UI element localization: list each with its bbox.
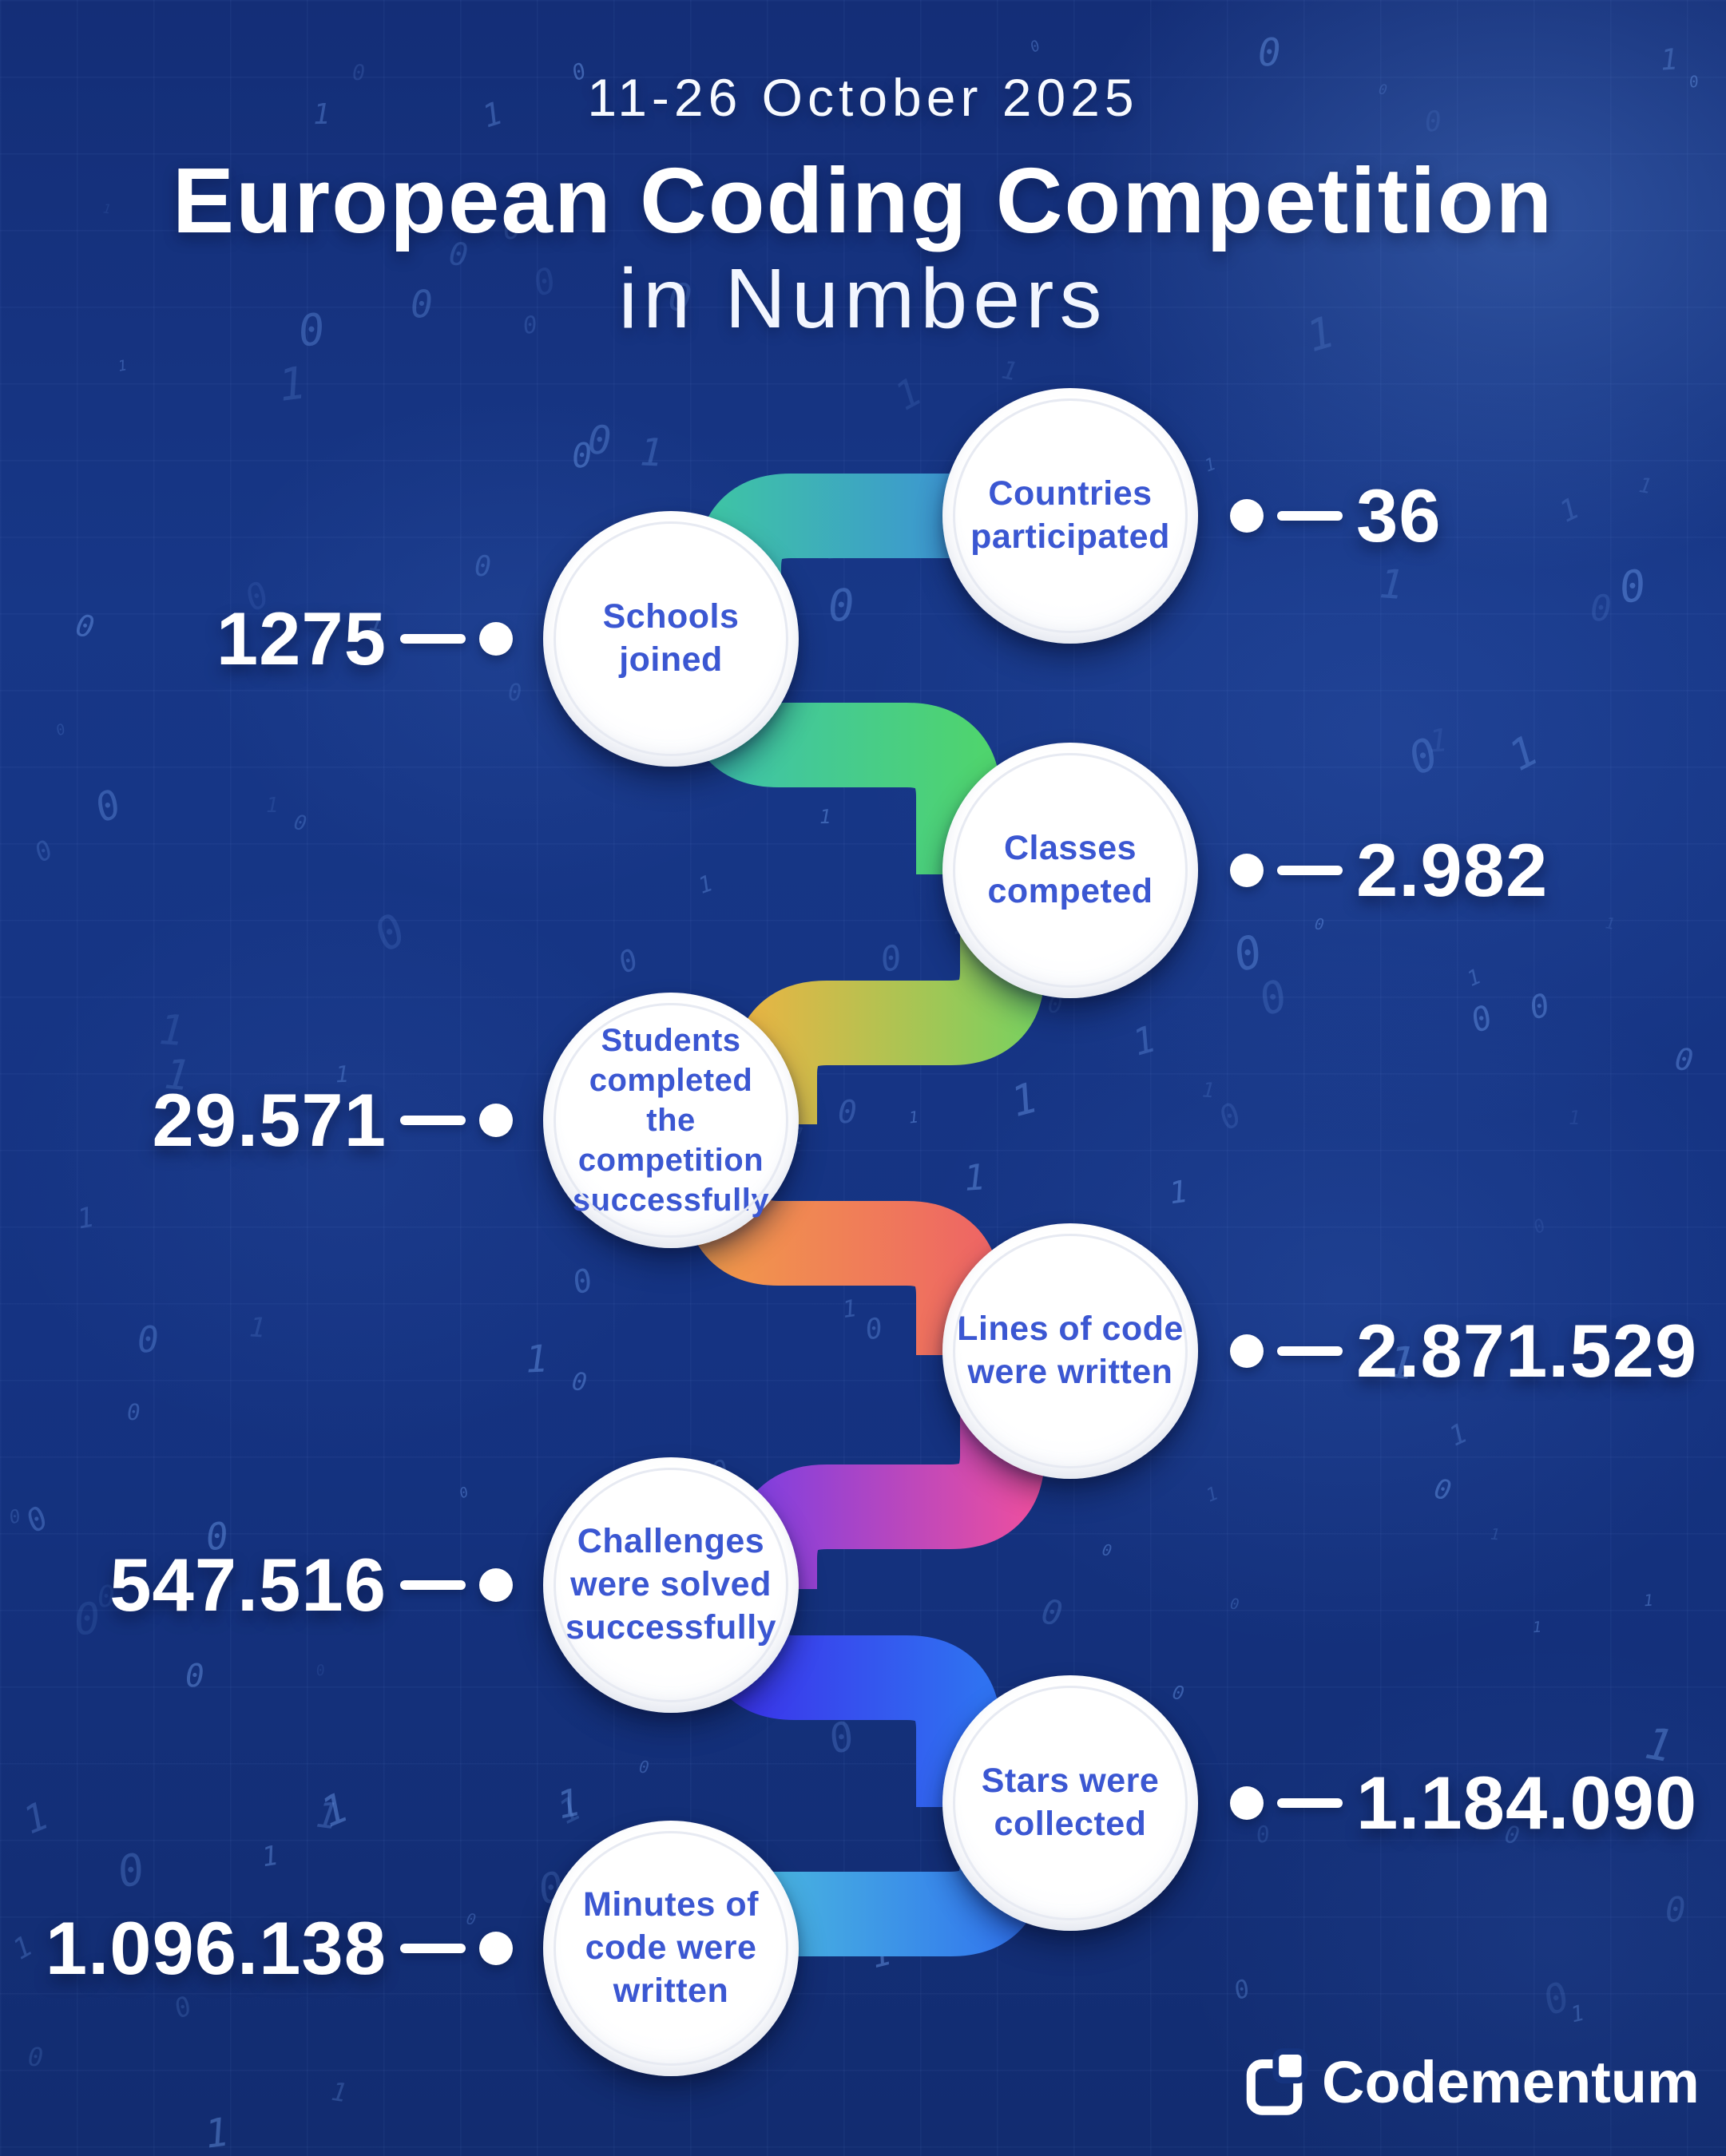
stat-label: Lines of code were written	[957, 1310, 1184, 1391]
connector-dot	[1230, 854, 1264, 887]
stat-value-lines-of-code: 2.871.529	[1230, 1308, 1697, 1394]
stat-label: Stars were collected	[981, 1762, 1160, 1843]
connector-dot	[479, 1568, 513, 1602]
stat-circle-challenges: Challenges were solved successfully	[543, 1457, 799, 1713]
stat-value: 29.571	[152, 1078, 387, 1162]
stat-circle-stars: Stars were collected	[942, 1675, 1198, 1931]
stat-value-students: 29.571	[0, 1077, 513, 1163]
stat-label: Challenges were solved successfully	[565, 1522, 777, 1647]
date-range: 11-26 October 2025	[587, 68, 1139, 127]
page-subtitle: in Numbers	[618, 252, 1108, 346]
stat-value: 547.516	[109, 1543, 387, 1627]
stat-value-countries: 36	[1230, 473, 1442, 559]
stat-value: 1.096.138	[45, 1906, 387, 1990]
connector-dot	[1230, 1786, 1264, 1820]
stat-value: 36	[1356, 474, 1442, 557]
stat-value-minutes: 1.096.138	[0, 1905, 513, 1992]
connector-line	[400, 1116, 466, 1125]
connector-dot	[1230, 499, 1264, 533]
stat-circle-minutes: Minutes of code were written	[543, 1821, 799, 2076]
connector-line	[400, 1944, 466, 1953]
stat-circle-countries: Countries participated	[942, 388, 1198, 644]
stat-circle-classes: Classes competed	[942, 743, 1198, 998]
codementum-icon	[1246, 2048, 1308, 2115]
stat-circle-lines-of-code: Lines of code were written	[942, 1223, 1198, 1479]
stat-value: 2.982	[1356, 828, 1549, 912]
connector-dot	[1230, 1334, 1264, 1368]
connector-line	[1277, 866, 1343, 875]
connector-line	[1277, 1346, 1343, 1356]
codementum-logo: Codementum	[1243, 2038, 1700, 2126]
stat-value: 1275	[216, 596, 387, 680]
stat-value-stars: 1.184.090	[1230, 1760, 1697, 1846]
stat-value-classes: 2.982	[1230, 827, 1548, 914]
connector-dot	[479, 1932, 513, 1965]
connector-line	[400, 1580, 466, 1590]
stat-value-challenges: 547.516	[0, 1542, 513, 1628]
connector-line	[1277, 511, 1343, 521]
stat-value: 2.871.529	[1356, 1309, 1698, 1393]
brand-name: Codementum	[1322, 2048, 1700, 2115]
stat-value-schools: 1275	[0, 596, 513, 682]
stat-label: Countries participated	[970, 474, 1170, 556]
connector-dot	[479, 622, 513, 656]
stat-circle-students: Students completed the competition succe…	[543, 993, 799, 1248]
connector-dot	[479, 1104, 513, 1137]
page-title: European Coding Competition	[172, 149, 1554, 252]
stat-label: Minutes of code were written	[583, 1885, 759, 2010]
stat-label: Classes competed	[987, 829, 1153, 910]
connector-line	[400, 634, 466, 644]
stat-circle-schools: Schools joined	[543, 511, 799, 767]
stat-label: Students completed the competition succe…	[572, 1023, 770, 1218]
stat-value: 1.184.090	[1356, 1761, 1698, 1845]
stat-label: Schools joined	[602, 597, 740, 679]
connector-line	[1277, 1798, 1343, 1808]
